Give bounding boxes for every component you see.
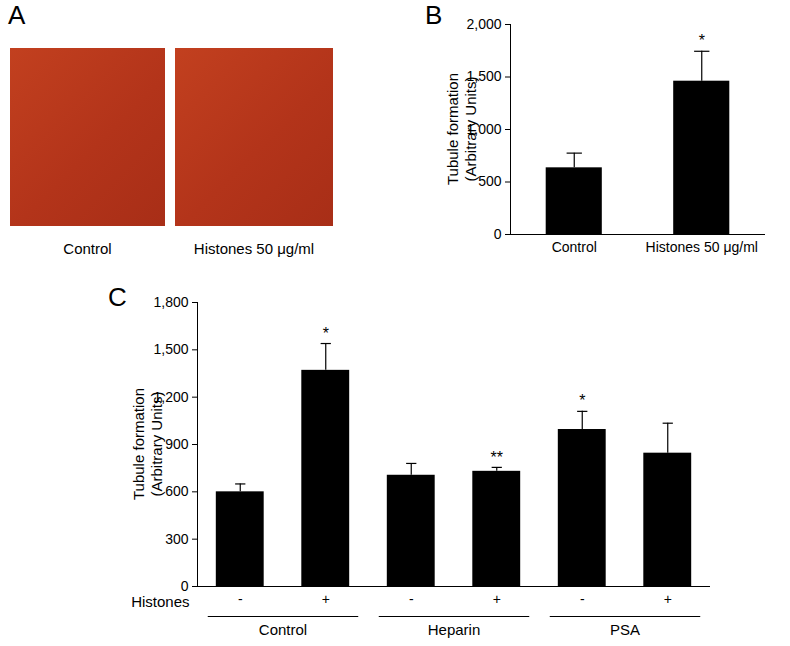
svg-text:*: * (323, 325, 329, 342)
svg-text:Heparin: Heparin (428, 621, 481, 638)
svg-text:2,000: 2,000 (466, 16, 501, 32)
svg-text:+: + (493, 591, 501, 607)
svg-text:600: 600 (165, 483, 189, 499)
svg-text:1,800: 1,800 (153, 294, 188, 310)
svg-text:PSA: PSA (610, 621, 640, 638)
svg-text:+: + (664, 591, 672, 607)
svg-text:*: * (579, 392, 585, 409)
svg-text:300: 300 (165, 531, 189, 547)
svg-text:Histones: Histones (131, 593, 189, 610)
svg-text:-: - (409, 591, 414, 607)
svg-text:Control: Control (259, 621, 307, 638)
svg-text:*: * (699, 32, 705, 49)
svg-text:500: 500 (478, 173, 502, 189)
svg-text:1,500: 1,500 (153, 341, 188, 357)
svg-text:0: 0 (494, 226, 502, 242)
svg-text:900: 900 (165, 436, 189, 452)
svg-text:-: - (580, 591, 585, 607)
svg-text:0: 0 (181, 578, 189, 594)
svg-text:-: - (238, 591, 243, 607)
svg-text:Histones 50 μg/ml: Histones 50 μg/ml (646, 239, 758, 255)
svg-text:**: ** (491, 448, 503, 465)
svg-text:Control: Control (552, 239, 597, 255)
svg-text:+: + (322, 591, 330, 607)
